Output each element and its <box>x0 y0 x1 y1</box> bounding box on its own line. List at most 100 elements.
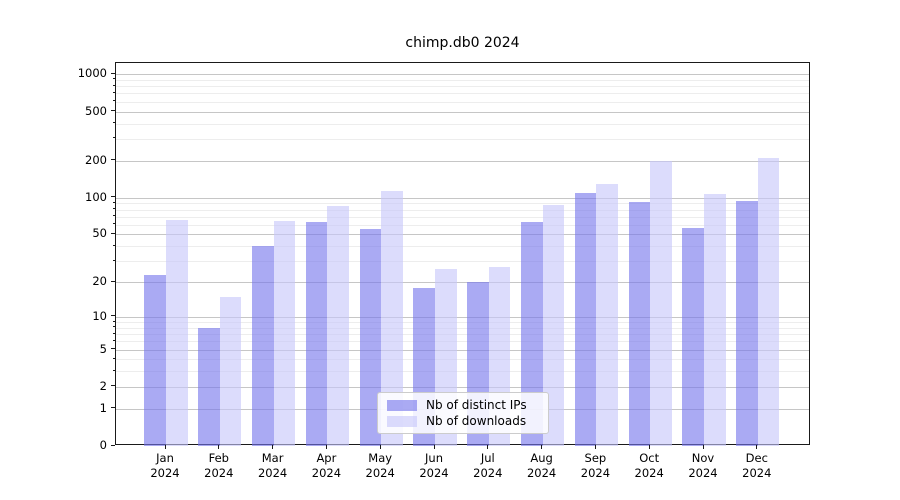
y-minortick-8 <box>112 326 115 328</box>
gridline-major <box>116 197 809 199</box>
x-tick-year: 2024 <box>742 466 772 480</box>
x-tick-label-oct: Oct 2024 <box>617 451 681 481</box>
y-minortick-600 <box>112 100 115 102</box>
y-tick-1 <box>111 407 115 409</box>
y-tick-10 <box>111 315 115 317</box>
bar-downloads-nov <box>704 193 726 446</box>
y-tick-2 <box>111 385 115 387</box>
y-tick-label-20: 20 <box>92 274 107 289</box>
y-tick-label-1000: 1000 <box>77 66 107 81</box>
gridline-major <box>116 349 809 351</box>
y-minortick-300 <box>112 137 115 139</box>
y-minortick-400 <box>112 122 115 124</box>
x-tick-year: 2024 <box>419 466 449 480</box>
y-minortick-70 <box>112 215 115 217</box>
x-tick-label-dec: Dec 2024 <box>725 451 789 481</box>
bar-ips-mar <box>252 246 274 446</box>
x-tick-year: 2024 <box>204 466 234 480</box>
x-tick-dec <box>756 445 758 449</box>
x-tick-label-jun: Jun 2024 <box>402 451 466 481</box>
x-tick-year: 2024 <box>150 466 180 480</box>
bar-ips-apr <box>305 222 328 446</box>
gridline-major <box>116 74 809 76</box>
gridline-minor <box>116 203 809 205</box>
x-tick-oct <box>648 445 650 449</box>
y-tick-label-2: 2 <box>99 378 107 393</box>
y-minortick-900 <box>112 78 115 80</box>
y-tick-label-500: 500 <box>85 103 107 118</box>
y-minortick-9 <box>112 320 115 322</box>
gridline-minor <box>116 79 809 81</box>
x-tick-month: Nov <box>691 451 715 465</box>
y-tick-1000 <box>111 72 115 74</box>
bar-ips-feb <box>198 327 220 446</box>
y-minortick-90 <box>112 201 115 203</box>
gridline-major <box>116 111 809 113</box>
legend-swatch-distinct-ips <box>387 399 417 411</box>
y-tick-50 <box>111 232 115 234</box>
x-tick-year: 2024 <box>634 466 664 480</box>
bar-ips-may <box>359 229 382 446</box>
x-tick-feb <box>218 445 220 449</box>
x-tick-may <box>379 445 381 449</box>
x-tick-apr <box>325 445 327 449</box>
gridline-minor <box>116 327 809 329</box>
gridline-minor <box>116 209 809 211</box>
bar-downloads-jan <box>166 219 188 446</box>
y-minortick-700 <box>112 91 115 93</box>
y-minortick-30 <box>112 259 115 261</box>
y-tick-label-100: 100 <box>85 189 107 204</box>
x-tick-month: May <box>368 451 393 465</box>
x-tick-label-feb: Feb 2024 <box>187 451 251 481</box>
gridline-major <box>116 282 809 284</box>
x-tick-month: Feb <box>208 451 229 465</box>
legend-item-downloads: Nb of downloads <box>387 414 539 428</box>
x-tick-jul <box>487 445 489 449</box>
y-tick-label-50: 50 <box>92 226 107 241</box>
y-minortick-3 <box>112 369 115 371</box>
x-tick-jan <box>164 445 166 449</box>
legend: Nb of distinct IPs Nb of downloads <box>377 392 549 434</box>
x-tick-month: Oct <box>639 451 660 465</box>
bar-downloads-mar <box>273 221 296 446</box>
x-tick-month: Jun <box>425 451 443 465</box>
x-tick-label-mar: Mar 2024 <box>241 451 305 481</box>
y-minortick-60 <box>112 223 115 225</box>
y-tick-label-200: 200 <box>85 152 107 167</box>
gridline-major <box>116 160 809 162</box>
bar-downloads-dec <box>757 158 780 446</box>
gridline-minor <box>116 123 809 125</box>
legend-label-downloads: Nb of downloads <box>426 414 527 428</box>
x-tick-label-sep: Sep 2024 <box>563 451 627 481</box>
gridline-minor <box>116 334 809 336</box>
gridline-minor <box>116 138 809 140</box>
x-tick-jun <box>433 445 435 449</box>
gridline-minor <box>116 224 809 226</box>
x-tick-label-apr: Apr 2024 <box>294 451 358 481</box>
gridline-minor <box>116 359 809 361</box>
y-minortick-6 <box>112 339 115 341</box>
gridline-minor <box>116 341 809 343</box>
y-minortick-80 <box>112 208 115 210</box>
legend-label-distinct-ips: Nb of distinct IPs <box>426 398 527 412</box>
x-tick-month: Aug <box>530 451 553 465</box>
x-tick-month: Dec <box>745 451 768 465</box>
gridline-major <box>116 234 809 236</box>
bar-downloads-apr <box>327 206 349 446</box>
y-tick-100 <box>111 196 115 198</box>
x-tick-mar <box>272 445 274 449</box>
x-tick-label-may: May 2024 <box>348 451 412 481</box>
x-tick-year: 2024 <box>365 466 395 480</box>
x-tick-aug <box>541 445 543 449</box>
x-tick-year: 2024 <box>526 466 557 480</box>
x-tick-nov <box>702 445 704 449</box>
y-minortick-40 <box>112 244 115 246</box>
bar-ips-nov <box>682 227 704 446</box>
bar-downloads-may <box>381 191 403 446</box>
y-tick-label-10: 10 <box>92 308 107 323</box>
gridline-minor <box>116 322 809 324</box>
y-tick-label-0: 0 <box>99 438 107 452</box>
x-tick-month: Apr <box>316 451 337 465</box>
y-minortick-4 <box>112 357 115 359</box>
